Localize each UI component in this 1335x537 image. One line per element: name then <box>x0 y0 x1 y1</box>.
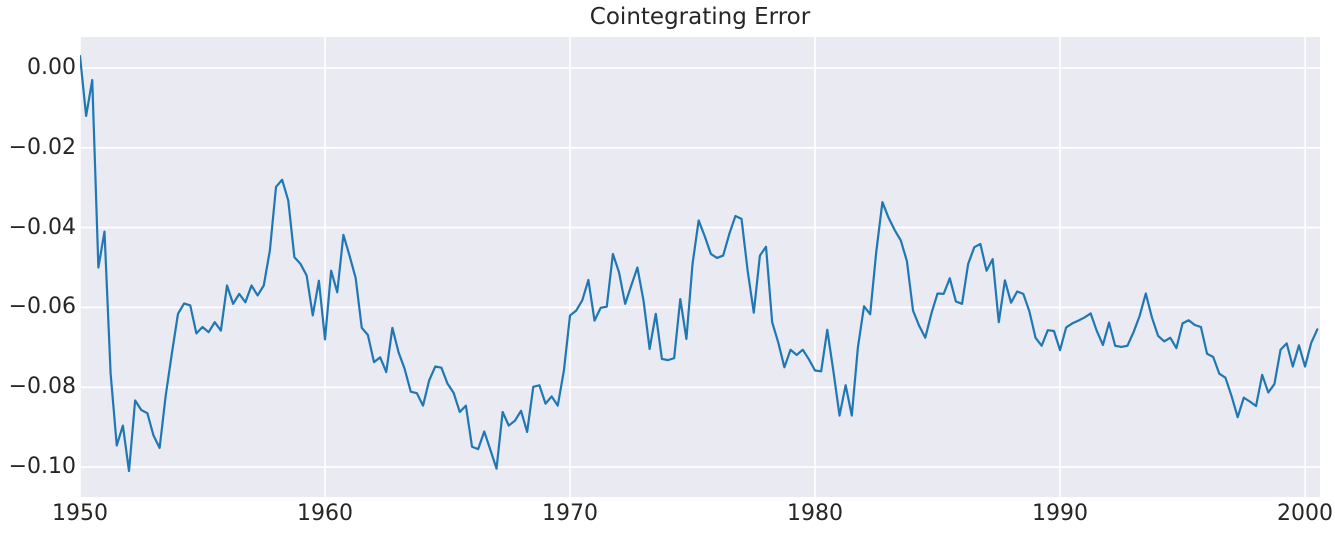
chart-title: Cointegrating Error <box>589 4 811 30</box>
y-tick-label: −0.04 <box>8 214 76 240</box>
x-tick-label: 1970 <box>542 501 599 526</box>
y-tick-label: −0.06 <box>8 294 76 320</box>
cointegrating-error-line <box>80 54 1319 473</box>
y-tick-label: −0.02 <box>8 134 76 160</box>
y-tick-label: −0.08 <box>8 374 76 400</box>
x-tick-label: 2000 <box>1277 501 1334 526</box>
plot-area <box>80 37 1320 497</box>
y-tick-label: 0.00 <box>27 55 76 80</box>
y-tick-label: −0.10 <box>8 454 76 480</box>
x-tick-label: 1950 <box>52 501 108 526</box>
x-tick-label: 1980 <box>787 501 844 526</box>
plot-canvas <box>80 37 1320 497</box>
x-tick-label: 1990 <box>1032 501 1089 526</box>
x-tick-label: 1960 <box>297 501 353 526</box>
